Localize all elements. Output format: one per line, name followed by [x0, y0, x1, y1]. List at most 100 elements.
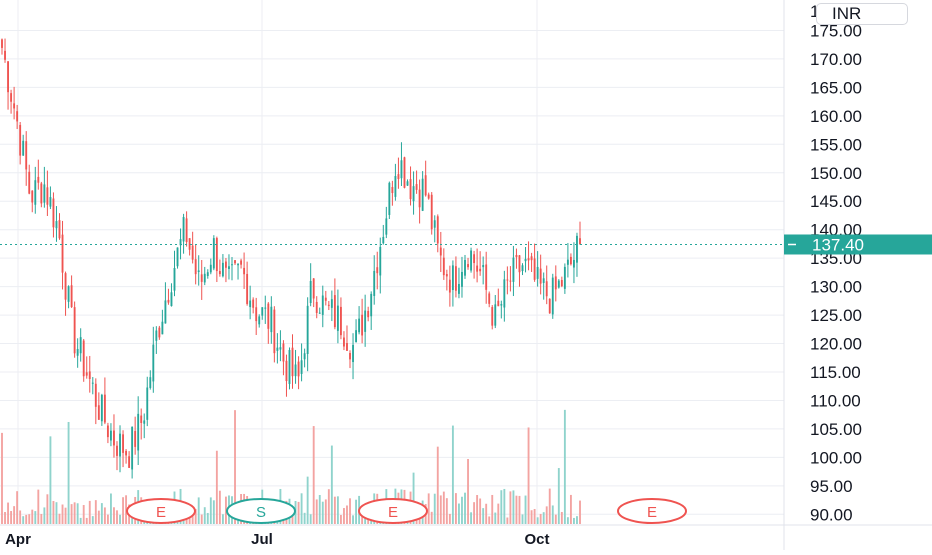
candle-body: [476, 265, 479, 272]
y-tick-label: 115.00: [810, 363, 861, 382]
y-tick-label: 150.00: [810, 164, 862, 183]
volume-bar: [488, 516, 491, 524]
volume-bar: [333, 496, 336, 524]
y-tick-label: 105.00: [810, 420, 862, 439]
volume-bar: [563, 409, 566, 524]
candle-body: [464, 259, 466, 276]
volume-bar: [515, 495, 518, 524]
candle-body: [276, 347, 279, 351]
volume-bar: [43, 507, 46, 524]
volume-bar: [473, 502, 476, 524]
event-marker-shape[interactable]: [358, 498, 428, 524]
volume-bar: [303, 512, 306, 524]
candle-body: [451, 265, 454, 291]
y-tick-label: 145.00: [810, 192, 862, 211]
candle-body: [19, 124, 22, 156]
candle-body: [282, 343, 285, 362]
candle-body: [179, 239, 182, 246]
candle-body: [542, 278, 545, 283]
candle-body: [294, 364, 297, 377]
candle-body: [358, 318, 361, 333]
volume-bar: [91, 516, 94, 524]
event-marker-earnings[interactable]: E: [126, 498, 196, 524]
candle-body: [512, 257, 515, 282]
x-tick-label: Apr: [5, 531, 31, 548]
volume-bar: [64, 507, 67, 524]
candle-body: [194, 259, 197, 275]
volume-bar: [40, 513, 43, 524]
volume-bar: [103, 507, 106, 524]
candle-body: [218, 271, 221, 275]
candle-body: [300, 360, 303, 374]
candle-body: [315, 301, 318, 313]
candle-body: [509, 280, 512, 282]
event-marker-shape[interactable]: [617, 498, 687, 524]
candle-body: [231, 264, 233, 266]
candle-body: [515, 254, 518, 258]
candle-body: [442, 257, 445, 276]
volume-bar: [297, 501, 300, 524]
y-tick-label: 175.00: [810, 21, 862, 40]
candle-body: [533, 258, 536, 280]
candle-body: [185, 218, 188, 243]
volume-bar: [110, 493, 112, 524]
candle-body: [67, 286, 70, 302]
volume-bar: [37, 489, 40, 524]
volume-bar: [352, 515, 354, 524]
volume-bar: [433, 493, 436, 524]
candle-body: [212, 238, 215, 269]
candle-body: [143, 420, 146, 424]
candle-body: [79, 337, 82, 354]
candle-body: [131, 426, 134, 470]
volume-bar: [536, 517, 539, 524]
volume-bar: [46, 494, 49, 524]
event-marker-earnings[interactable]: E: [617, 498, 687, 524]
volume-bar: [476, 495, 479, 524]
volume-bar: [557, 468, 560, 524]
candle-body: [49, 197, 52, 207]
candle-body: [557, 280, 560, 288]
candle-body: [134, 430, 137, 447]
candle-body: [140, 415, 143, 423]
volume-bar: [527, 427, 530, 524]
candle-body: [491, 307, 494, 326]
volume-bar: [569, 494, 572, 524]
candle-body: [70, 285, 73, 307]
y-tick-label: 160.00: [810, 107, 862, 126]
volume-bar: [97, 510, 100, 524]
candle-body: [346, 343, 348, 351]
candle-body: [88, 371, 91, 379]
volume-bar: [464, 492, 466, 524]
candle-body: [246, 273, 249, 304]
candle-body: [421, 178, 424, 211]
volume-bar: [343, 508, 345, 524]
candle-body: [116, 445, 118, 456]
volume-bar: [34, 511, 37, 524]
candle-body: [61, 234, 64, 273]
candle-body: [279, 347, 282, 350]
currency-selector[interactable]: INR: [816, 3, 908, 25]
event-marker-earnings[interactable]: E: [358, 498, 428, 524]
volume-bar: [234, 410, 236, 524]
candle-body: [367, 310, 370, 318]
y-tick-label: 110.00: [810, 391, 861, 410]
volume-bar: [560, 511, 563, 524]
y-tick-label: 170.00: [810, 50, 862, 69]
candle-body: [394, 176, 397, 197]
candle-body: [273, 309, 276, 354]
volume-bar: [442, 491, 445, 524]
candle-body: [173, 267, 176, 291]
candle-body: [576, 235, 578, 263]
event-marker-shape[interactable]: [126, 498, 196, 524]
candle-body: [10, 93, 13, 102]
candle-body: [58, 220, 61, 239]
event-marker-split[interactable]: S: [226, 498, 296, 524]
candle-body: [224, 261, 227, 268]
volume-bar: [497, 503, 500, 524]
event-marker-shape[interactable]: [226, 498, 296, 524]
volume-bar: [494, 512, 497, 524]
volume-bar: [439, 495, 442, 524]
event-marker-label: E: [156, 504, 166, 521]
